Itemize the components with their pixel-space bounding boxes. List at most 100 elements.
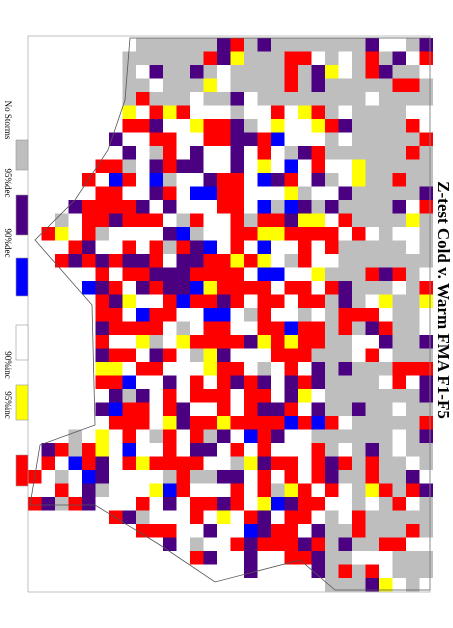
grid-cell	[257, 483, 271, 497]
grid-cell	[352, 389, 366, 403]
grid-cell	[406, 173, 420, 187]
grid-cell	[136, 227, 150, 241]
grid-cell	[406, 267, 420, 281]
grid-cell	[176, 119, 190, 133]
grid-cell	[122, 348, 136, 362]
grid-cell	[163, 38, 177, 52]
grid-cell	[271, 186, 285, 200]
grid-cell	[109, 308, 123, 322]
grid-cell	[298, 429, 312, 443]
grid-cell	[203, 402, 217, 416]
grid-cell	[217, 483, 231, 497]
grid-cell	[284, 348, 298, 362]
grid-cell	[338, 578, 352, 592]
grid-cell	[95, 402, 109, 416]
grid-cell	[203, 186, 217, 200]
grid-cell	[311, 38, 325, 52]
grid-cell	[136, 173, 150, 187]
grid-cell	[176, 348, 190, 362]
grid-cell	[419, 537, 433, 551]
grid-cell	[217, 186, 231, 200]
grid-cell	[325, 65, 339, 79]
grid-cell	[298, 146, 312, 160]
grid-cell	[244, 240, 258, 254]
grid-cell	[271, 132, 285, 146]
grid-cell	[365, 321, 379, 335]
grid-cell	[149, 92, 163, 106]
grid-cell	[95, 294, 109, 308]
grid-cell	[352, 186, 366, 200]
grid-cell	[325, 173, 339, 187]
grid-cell	[257, 551, 271, 565]
grid-cell	[352, 335, 366, 349]
grid-cell	[379, 227, 393, 241]
grid-cell	[271, 443, 285, 457]
grid-cell	[244, 470, 258, 484]
grid-cell	[406, 483, 420, 497]
grid-cell	[311, 267, 325, 281]
grid-cell	[122, 456, 136, 470]
grid-cell	[379, 537, 393, 551]
grid-cell	[244, 348, 258, 362]
grid-cell	[122, 470, 136, 484]
grid-cell	[257, 105, 271, 119]
grid-cell	[284, 281, 298, 295]
grid-cell	[190, 443, 204, 457]
grid-cell	[190, 240, 204, 254]
grid-cell	[149, 146, 163, 160]
grid-cell	[82, 483, 96, 497]
grid-cell	[338, 348, 352, 362]
grid-cell	[352, 119, 366, 133]
grid-cell	[109, 213, 123, 227]
grid-cell	[284, 65, 298, 79]
grid-cell	[217, 362, 231, 376]
grid-cell	[190, 456, 204, 470]
grid-cell	[217, 240, 231, 254]
grid-cell	[271, 119, 285, 133]
grid-cell	[257, 173, 271, 187]
grid-cell	[298, 105, 312, 119]
grid-cell	[95, 456, 109, 470]
grid-cell	[190, 132, 204, 146]
grid-cell	[230, 186, 244, 200]
grid-cell	[136, 375, 150, 389]
grid-cell	[325, 348, 339, 362]
grid-cell	[122, 213, 136, 227]
grid-cell	[109, 240, 123, 254]
grid-cell	[203, 281, 217, 295]
grid-cell	[352, 200, 366, 214]
grid-cell	[95, 186, 109, 200]
grid-cell	[217, 524, 231, 538]
grid-cell	[82, 200, 96, 214]
grid-cell	[109, 200, 123, 214]
grid-cell	[149, 402, 163, 416]
grid-cell	[230, 294, 244, 308]
grid-cell	[163, 213, 177, 227]
grid-cell	[109, 294, 123, 308]
grid-cell	[136, 146, 150, 160]
grid-cell	[392, 227, 406, 241]
grid-cell	[311, 416, 325, 430]
grid-cell	[352, 281, 366, 295]
grid-cell	[325, 213, 339, 227]
grid-cell	[311, 132, 325, 146]
grid-cell	[244, 119, 258, 133]
grid-cell	[217, 159, 231, 173]
grid-cell	[311, 524, 325, 538]
grid-cell	[95, 308, 109, 322]
grid-cell	[190, 308, 204, 322]
grid-cell	[230, 348, 244, 362]
grid-cell	[122, 105, 136, 119]
grid-cell	[284, 38, 298, 52]
grid-cell	[284, 416, 298, 430]
grid-cell	[311, 173, 325, 187]
grid-cell	[365, 362, 379, 376]
grid-cell	[190, 227, 204, 241]
grid-cell	[352, 321, 366, 335]
grid-cell	[419, 578, 433, 592]
grid-cell	[176, 389, 190, 403]
grid-cell	[311, 348, 325, 362]
grid-cell	[392, 375, 406, 389]
grid-cell	[406, 375, 420, 389]
grid-cell	[217, 443, 231, 457]
